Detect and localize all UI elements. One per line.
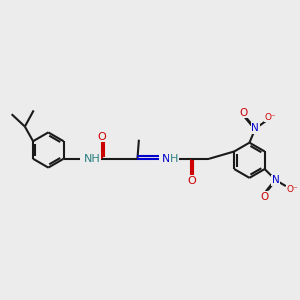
Text: O: O [239, 108, 248, 118]
Text: N: N [161, 154, 170, 164]
Text: NH: NH [83, 154, 100, 164]
Text: O⁻: O⁻ [265, 113, 276, 122]
Text: N: N [272, 175, 280, 185]
Text: O: O [98, 132, 106, 142]
Text: N: N [251, 123, 259, 133]
Text: H: H [169, 154, 178, 164]
Text: O: O [260, 192, 268, 202]
Text: O⁻: O⁻ [286, 185, 298, 194]
Text: O: O [187, 176, 196, 186]
